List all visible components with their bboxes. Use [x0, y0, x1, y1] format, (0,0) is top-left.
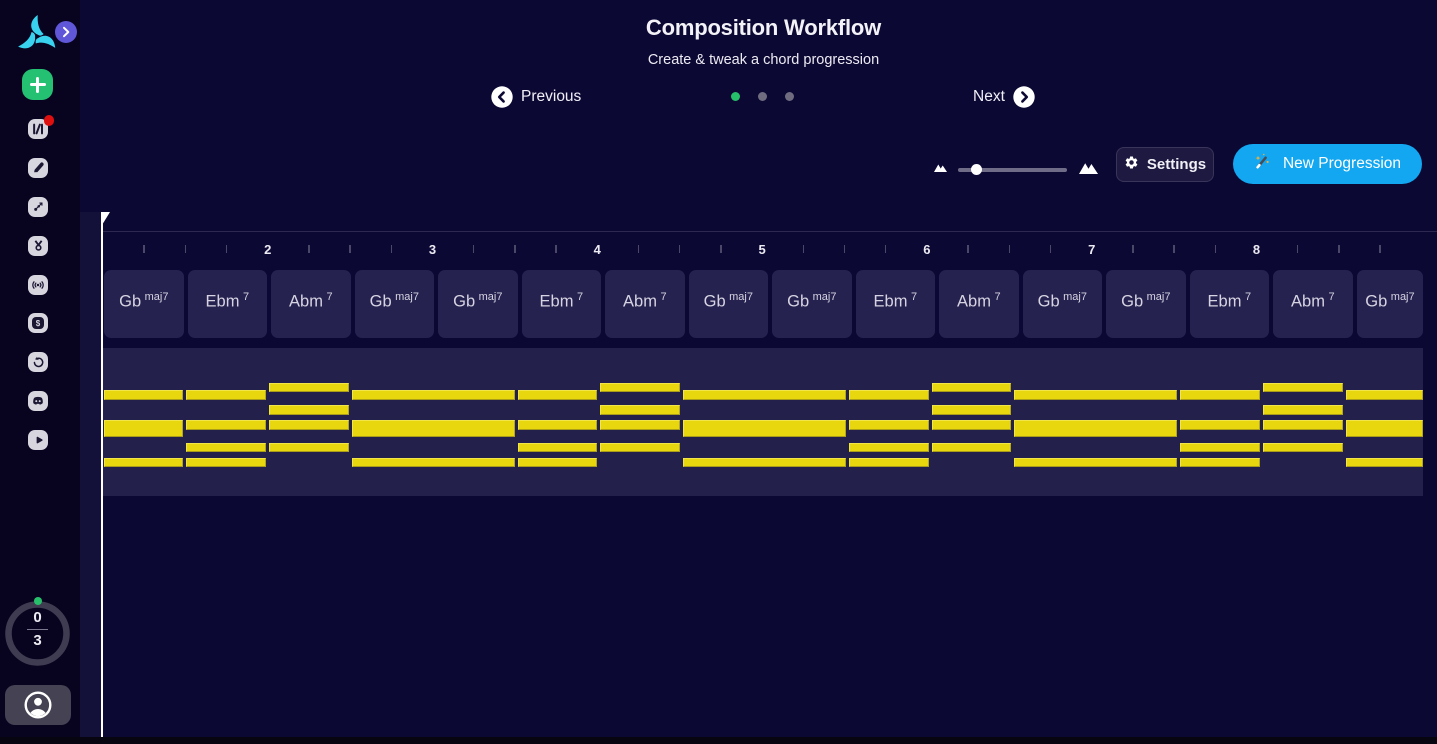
- svg-text:$: $: [36, 319, 41, 328]
